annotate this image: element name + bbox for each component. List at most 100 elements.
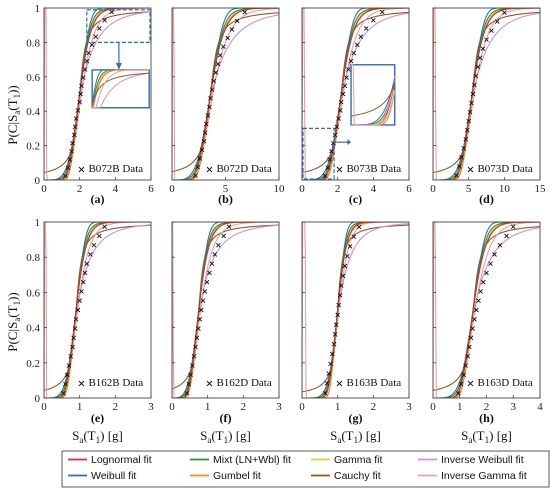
curve-gamma-fit (433, 222, 540, 398)
inset-curve (92, 72, 150, 109)
curve-gamma-fit (44, 8, 151, 180)
data-point (102, 17, 107, 23)
data-point (202, 289, 208, 294)
data-point (88, 252, 93, 257)
data-point (473, 73, 479, 79)
x-tick-label: 1 (457, 401, 463, 413)
y-tick-label: 0 (35, 393, 41, 405)
data-marker-legend (78, 380, 85, 387)
fit-curves (172, 222, 279, 398)
data-point (193, 173, 198, 179)
data-point (226, 224, 232, 229)
data-point (82, 270, 88, 276)
data-point (363, 26, 369, 31)
data-point (198, 307, 204, 313)
x-axis-label: Sa(T1) [g] (200, 428, 251, 445)
curve-inverse-gamma-fit (172, 8, 279, 180)
data-point (329, 351, 335, 357)
data-point (351, 234, 357, 239)
data-point (472, 82, 477, 88)
y-tick-label: 0.2 (26, 358, 40, 370)
data-point (213, 70, 219, 75)
data-point (82, 67, 88, 72)
panel-label: (a) (91, 192, 105, 206)
data-point (333, 322, 339, 327)
data-point (456, 391, 461, 396)
data-marker-legend (467, 380, 474, 387)
curve-cauchy-fit (433, 11, 540, 174)
zoom-region (302, 127, 335, 180)
curve-mixt-ln-wbl-fit (302, 222, 409, 398)
data-point (331, 341, 337, 347)
curve-gumbel-fit (172, 222, 279, 398)
data-point (351, 50, 357, 56)
data-point (80, 75, 86, 80)
data-point (65, 165, 71, 171)
y-tick-label: 0.6 (26, 287, 40, 299)
data-point (492, 252, 497, 257)
y-axis-label-top: P(C|Sa(T1)) (5, 85, 22, 145)
legend-entry: Cauchy fit (334, 470, 381, 482)
legend-entry: Mixt (LN+Wbl) fit (213, 454, 291, 466)
curve-gumbel-fit (433, 222, 540, 398)
x-tick-label: 0 (299, 401, 305, 413)
data-marker-legend (467, 166, 474, 173)
data-point (93, 34, 99, 39)
data-point (463, 363, 468, 368)
data-point (356, 224, 362, 230)
data-series-label: B072B Data (88, 163, 143, 175)
data-points (63, 9, 115, 179)
data-point (215, 61, 221, 67)
data-points (184, 224, 232, 396)
curve-gumbel-fit (302, 222, 409, 398)
data-point (329, 149, 334, 154)
data-point (510, 224, 516, 229)
data-point (89, 42, 95, 48)
data-point (234, 18, 240, 24)
x-axis-label: Sa(T1) [g] (330, 428, 381, 445)
data-point (459, 155, 464, 160)
data-point (332, 332, 338, 337)
data-point (347, 244, 353, 249)
data-point (196, 326, 201, 331)
panel-f: 0 1 2 3 B162D Data (f) Sa(T1) [g] (169, 221, 282, 445)
panel-label: (b) (218, 192, 233, 206)
curve-gamma-fit (172, 222, 279, 398)
curve-cauchy-fit (44, 224, 151, 391)
data-point (467, 344, 472, 350)
data-point (70, 344, 75, 350)
curve-gumbel-fit (433, 8, 540, 180)
x-tick-label: 5 (466, 183, 472, 195)
data-point (344, 253, 350, 259)
curve-cauchy-fit (44, 11, 151, 174)
y-tick-label: 0.8 (26, 252, 40, 264)
curve-inverse-gamma-fit (172, 222, 279, 398)
curve-inverse-weibull-fit (172, 224, 279, 398)
data-series-label: B163D Data (477, 377, 532, 389)
data-points (456, 224, 516, 396)
x-tick-label: 10 (274, 183, 286, 195)
data-point (344, 75, 349, 80)
data-point (322, 173, 328, 179)
data-point (480, 279, 486, 285)
data-point (72, 124, 78, 130)
plot-frame (171, 7, 280, 181)
data-point (480, 46, 486, 52)
curve-lognormal-fit (433, 8, 540, 180)
curve-weibull-fit (433, 8, 540, 180)
plot-frame (432, 221, 541, 399)
data-point (324, 381, 330, 386)
data-point (325, 165, 331, 171)
curve-lognormal-fit (44, 222, 151, 398)
data-point (497, 242, 503, 248)
legend-entry: Weibull fit (91, 470, 136, 482)
plot-frame (301, 7, 410, 181)
legend-entry: Gamma fit (334, 454, 383, 466)
curve-inverse-gamma-fit (44, 222, 151, 398)
panel-label: (h) (479, 411, 494, 425)
y-tick-label: 0.6 (26, 72, 40, 84)
data-point (225, 35, 230, 41)
data-point (342, 83, 348, 89)
